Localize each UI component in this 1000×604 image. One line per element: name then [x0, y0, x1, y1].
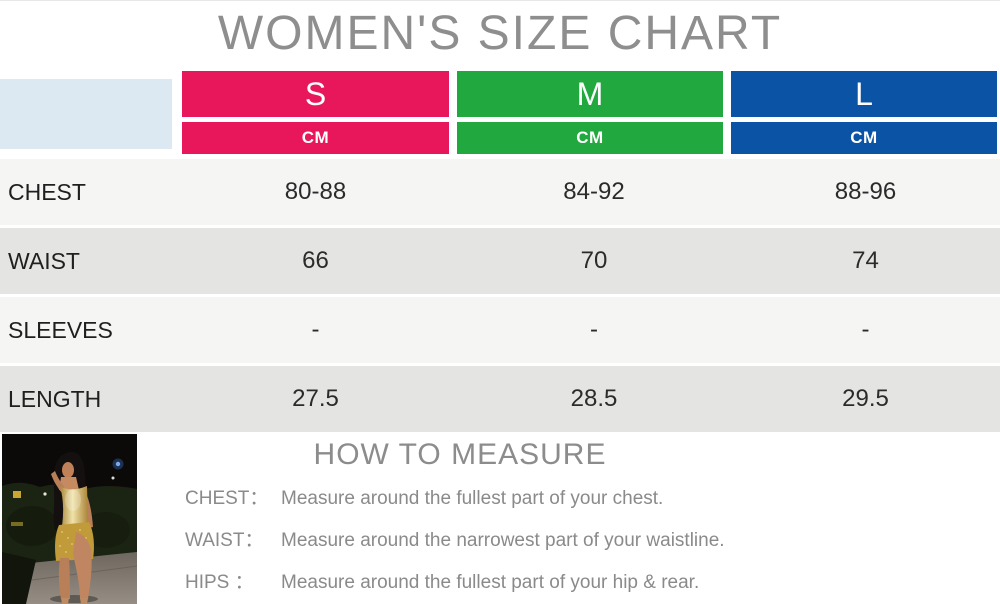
row-label: SLEEVES: [8, 316, 113, 343]
gold-corset: [60, 486, 88, 528]
size-l-header: L: [731, 71, 997, 117]
cell-sleeves-l: -: [861, 316, 870, 343]
size-table-body: CHEST 80-88 84-92 88-96 WAIST 66 70 74 S…: [0, 159, 1000, 435]
measure-line-hips: HIPS ： Measure around the fullest part of…: [160, 572, 820, 594]
measure-label: HIPS ：: [185, 572, 254, 593]
cell-sleeves-s: -: [311, 316, 320, 343]
face: [62, 462, 74, 478]
row-label: CHEST: [8, 178, 86, 205]
left-leg: [58, 558, 70, 599]
cell-chest-l: 88-96: [834, 178, 897, 205]
size-header-row: S CM M CM L CM: [0, 71, 1000, 154]
corner-cell: [0, 79, 172, 149]
neck-chest: [59, 477, 79, 490]
cell-chest-s: 80-88: [284, 178, 347, 205]
measure-label: CHEST：: [185, 488, 269, 509]
right-thigh: [73, 532, 92, 599]
how-to-measure-section: HOW TO MEASURE CHEST： Measure around the …: [160, 438, 820, 594]
measure-text: Measure around the narrowest part of you…: [281, 530, 725, 551]
size-s-unit: CM: [182, 122, 449, 154]
row-label: WAIST: [8, 247, 80, 274]
cell-length-s: 27.5: [292, 385, 339, 412]
cell-waist-s: 66: [302, 247, 329, 274]
measure-text: Measure around the fullest part of your …: [281, 572, 700, 593]
measure-text: Measure around the fullest part of your …: [281, 488, 664, 509]
cell-chest-m: 84-92: [563, 178, 625, 205]
table-row-waist: WAIST 66 70 74: [0, 228, 1000, 294]
measure-label: WAIST：: [185, 530, 264, 551]
measure-line-chest: CHEST： Measure around the fullest part of…: [160, 488, 820, 510]
model-figure: [51, 451, 94, 604]
cell-length-m: 28.5: [570, 385, 618, 412]
cell-length-l: 29.5: [842, 385, 889, 412]
row-label: LENGTH: [8, 385, 102, 412]
cell-sleeves-m: -: [590, 316, 598, 343]
table-row-chest: CHEST 80-88 84-92 88-96: [0, 159, 1000, 225]
cell-waist-l: 74: [852, 247, 879, 274]
column-header-l: L CM: [731, 71, 997, 154]
size-m-unit: CM: [457, 122, 723, 154]
table-row-sleeves: SLEEVES - - -: [0, 297, 1000, 363]
column-header-m: M CM: [457, 71, 723, 154]
grass-corner: [2, 552, 36, 604]
right-heel: [80, 598, 88, 604]
measure-line-waist: WAIST： Measure around the narrowest part …: [160, 530, 820, 552]
page-title: WOMEN'S SIZE CHART: [217, 6, 783, 60]
left-heel: [61, 598, 69, 604]
column-header-s: S CM: [182, 71, 449, 154]
size-m-header: M: [457, 71, 723, 117]
cell-waist-m: 70: [580, 247, 608, 274]
measure-title: HOW TO MEASURE: [313, 438, 607, 471]
table-row-length: LENGTH 27.5 28.5 29.5: [0, 366, 1000, 432]
size-l-unit: CM: [731, 122, 997, 154]
size-s-header: S: [182, 71, 449, 117]
model-photo: [2, 434, 137, 604]
